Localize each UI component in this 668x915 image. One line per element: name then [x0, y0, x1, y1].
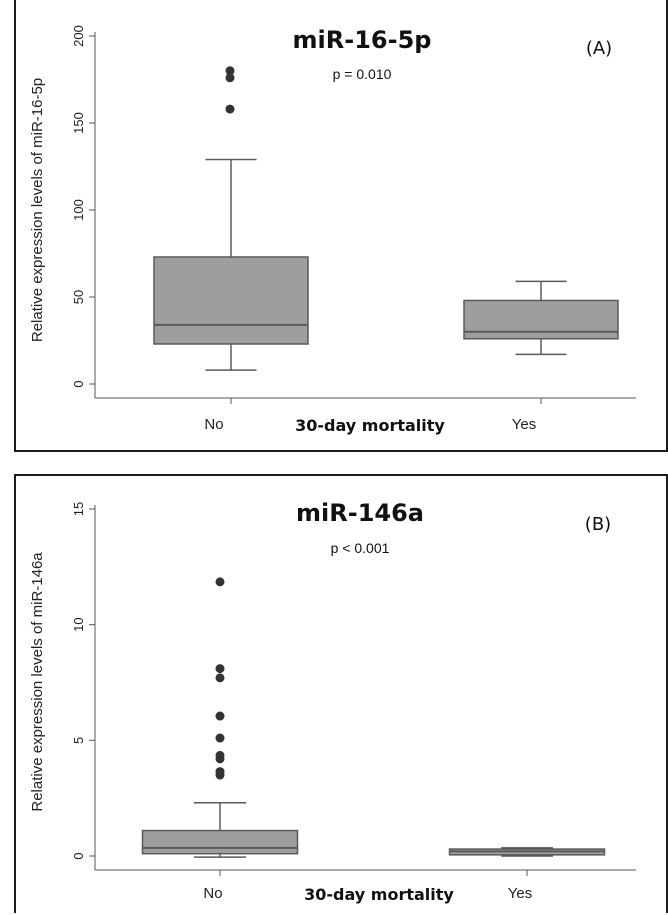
outlier-point — [225, 104, 235, 114]
outlier-point — [215, 733, 225, 743]
y-tick-label: 50 — [71, 290, 86, 304]
y-tick-label: 10 — [71, 617, 86, 631]
chart-panel-b: miR-146a p < 0.001 (B) Relative expressi… — [14, 474, 668, 913]
x-category-yes: Yes — [512, 416, 536, 433]
y-tick-label: 150 — [71, 112, 86, 134]
box-no — [153, 256, 309, 345]
boxplot-mir-16-5p: miR-16-5p p = 0.010 (A) Relative express… — [29, 25, 636, 435]
panel-tag: (A) — [586, 38, 612, 59]
outlier-point — [215, 711, 225, 721]
y-tick-label: 15 — [71, 502, 86, 516]
y-tick-label: 0 — [71, 380, 86, 387]
chart-panel-a: miR-16-5p p = 0.010 (A) Relative express… — [14, 0, 668, 452]
outlier-point — [215, 664, 225, 674]
chart-title: miR-16-5p — [293, 26, 432, 54]
outlier-point — [215, 577, 225, 587]
outlier-point — [215, 673, 225, 683]
y-tick-label: 0 — [71, 852, 86, 859]
x-category-no: No — [203, 885, 222, 902]
outlier-point — [215, 767, 225, 777]
y-tick-label: 5 — [71, 737, 86, 744]
box-no — [141, 829, 299, 855]
x-axis-title: 30-day mortality — [295, 416, 445, 435]
outlier-point — [215, 750, 225, 760]
chart-title: miR-146a — [296, 499, 424, 527]
y-axis-title: Relative expression levels of miR-146a — [29, 552, 46, 812]
y-tick-label: 100 — [71, 199, 86, 221]
outlier-point — [225, 66, 235, 76]
p-value-label: p < 0.001 — [331, 540, 390, 556]
x-category-no: No — [204, 416, 223, 433]
panel-tag: (B) — [585, 514, 611, 535]
p-value-label: p = 0.010 — [333, 66, 392, 82]
x-category-yes: Yes — [508, 885, 532, 902]
y-axis-title: Relative expression levels of miR-16-5p — [29, 78, 46, 342]
box-yes — [463, 299, 619, 340]
boxplot-mir-146a: miR-146a p < 0.001 (B) Relative expressi… — [29, 499, 636, 904]
outlier-point — [225, 73, 235, 83]
x-axis-title: 30-day mortality — [304, 885, 454, 904]
y-tick-label: 200 — [71, 25, 86, 47]
